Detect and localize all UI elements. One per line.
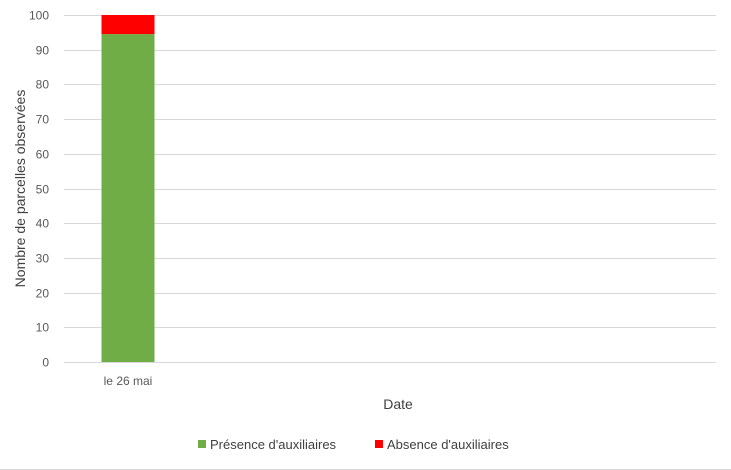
y-tick-label: 60 <box>36 148 50 162</box>
x-axis-title: Date <box>383 396 413 412</box>
y-tick-label: 40 <box>36 217 50 231</box>
y-tick-label: 20 <box>36 287 50 301</box>
legend-swatch <box>375 440 383 448</box>
x-tick-label: le 26 mai <box>104 374 153 388</box>
x-tick-labels: le 26 mai <box>104 374 153 388</box>
bar-segment <box>101 34 155 363</box>
legend: Présence d'auxiliaires Absence d'auxiliai… <box>198 437 509 452</box>
y-axis-title: Nombre de parcelles observées <box>12 90 28 288</box>
y-tick-label: 10 <box>36 321 50 335</box>
legend-swatch <box>198 440 206 448</box>
y-tick-label: 30 <box>36 252 50 266</box>
y-tick-label: 100 <box>29 9 49 23</box>
y-tick-label: 80 <box>36 78 50 92</box>
y-tick-label: 50 <box>36 183 50 197</box>
y-tick-label: 0 <box>42 356 49 370</box>
bars <box>101 15 155 363</box>
bar-segment <box>101 15 155 35</box>
y-tick-labels: 0 10 20 30 40 50 60 70 80 90 100 <box>29 9 49 370</box>
y-tick-label: 70 <box>36 113 50 127</box>
legend-label: Présence d'auxiliaires <box>210 437 337 452</box>
gridlines <box>64 15 716 363</box>
legend-label: Absence d'auxiliaires <box>387 437 509 452</box>
y-tick-label: 90 <box>36 44 50 58</box>
